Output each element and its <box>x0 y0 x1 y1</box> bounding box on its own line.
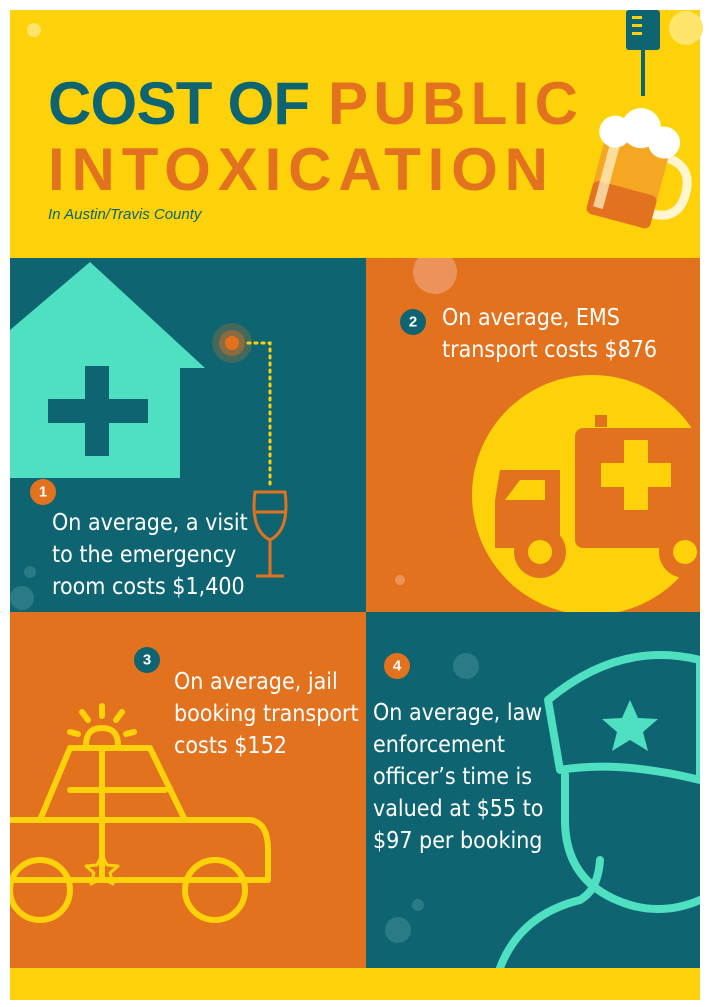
step-text: On average, EMS <box>442 305 620 331</box>
step-number: 3 <box>143 652 151 669</box>
decor-dot <box>24 566 36 578</box>
dot <box>225 336 239 350</box>
decor-dot <box>385 917 411 943</box>
step-number: 1 <box>39 484 47 501</box>
step-text: officer’s time is <box>373 764 532 790</box>
page: {"header": {"title_part1": "COST OF", "t… <box>0 0 709 1007</box>
decor-dot <box>412 899 424 911</box>
step-number: 4 <box>393 658 402 675</box>
step-text: costs $152 <box>174 733 287 759</box>
step-text: On average, law <box>373 700 542 726</box>
wheel <box>673 540 697 564</box>
decor-dot <box>395 575 405 585</box>
infographic: COST OF PUBLIC INTOXICATION In Austin/Tr… <box>0 0 709 1007</box>
step-text: booking transport <box>174 701 359 727</box>
step-text: valued at $55 to <box>373 796 543 822</box>
cross-icon <box>48 399 148 423</box>
step-number: 2 <box>409 314 417 331</box>
step-text: On average, jail <box>174 669 338 695</box>
step-text: enforcement <box>373 732 505 758</box>
step-text: to the emergency <box>52 542 236 568</box>
footer-background <box>10 968 700 1000</box>
title-part2: PUBLIC <box>328 70 578 137</box>
step-text: On average, a visit <box>52 510 248 536</box>
step-text: $97 per booking <box>373 828 542 854</box>
decor-dot <box>669 11 703 45</box>
panel-background <box>10 612 366 968</box>
panel-background <box>366 612 700 968</box>
cross-icon <box>601 463 671 487</box>
step-text: room costs $1,400 <box>52 574 245 600</box>
decor-dot <box>453 653 479 679</box>
decor-dot <box>27 23 41 37</box>
title-part1: COST OF <box>48 70 310 137</box>
step-text: transport costs $876 <box>442 337 657 363</box>
decor-dot <box>10 586 34 610</box>
wheel <box>528 540 552 564</box>
subtitle: In Austin/Travis County <box>48 206 203 223</box>
title-line2: INTOXICATION <box>48 136 548 203</box>
